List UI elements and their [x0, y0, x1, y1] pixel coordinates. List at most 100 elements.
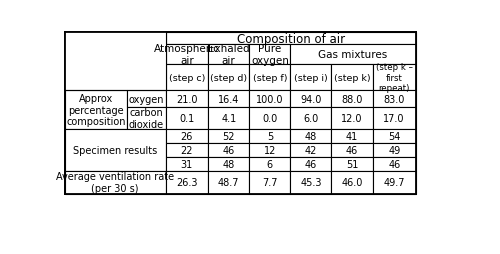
Bar — [166, 33, 416, 45]
Bar — [290, 65, 332, 91]
Text: 21.0: 21.0 — [176, 94, 198, 104]
Bar — [290, 171, 332, 194]
Text: (step c): (step c) — [168, 74, 205, 83]
Bar — [208, 91, 250, 108]
Text: 4.1: 4.1 — [221, 114, 236, 124]
Text: 42: 42 — [304, 145, 317, 155]
Text: 100.0: 100.0 — [256, 94, 283, 104]
Text: 41: 41 — [346, 131, 358, 141]
Bar — [372, 157, 416, 171]
Text: 0.1: 0.1 — [180, 114, 194, 124]
Bar — [372, 108, 416, 130]
Text: 46: 46 — [305, 159, 317, 169]
Text: carbon
dioxide: carbon dioxide — [128, 108, 164, 130]
Text: 49.7: 49.7 — [384, 177, 405, 187]
Text: Average ventilation rate
(per 30 s): Average ventilation rate (per 30 s) — [56, 172, 174, 193]
Text: 46: 46 — [388, 159, 400, 169]
Text: Approx
percentage
composition: Approx percentage composition — [66, 94, 126, 127]
Text: 46: 46 — [346, 145, 358, 155]
Text: 49: 49 — [388, 145, 400, 155]
Text: 12.0: 12.0 — [341, 114, 362, 124]
Text: 83.0: 83.0 — [384, 94, 405, 104]
Bar — [372, 65, 416, 91]
Text: Pure
oxygen: Pure oxygen — [251, 44, 289, 66]
Bar — [250, 45, 290, 65]
Bar — [250, 91, 290, 108]
Text: 94.0: 94.0 — [300, 94, 322, 104]
Text: Composition of air: Composition of air — [236, 33, 345, 45]
Text: 12: 12 — [264, 145, 276, 155]
Bar — [208, 45, 250, 65]
Bar — [290, 45, 416, 65]
Bar — [290, 108, 332, 130]
Text: 54: 54 — [388, 131, 400, 141]
Bar — [127, 108, 166, 130]
Bar — [166, 91, 208, 108]
Bar — [166, 45, 208, 65]
Bar — [250, 130, 290, 143]
Bar — [332, 91, 372, 108]
Bar — [166, 65, 208, 91]
Text: 31: 31 — [181, 159, 193, 169]
Bar — [290, 130, 332, 143]
Bar — [65, 171, 166, 194]
Text: (step k): (step k) — [334, 74, 370, 83]
Text: (step k –
first
repeat): (step k – first repeat) — [376, 63, 412, 93]
Bar — [208, 171, 250, 194]
Bar — [290, 91, 332, 108]
Bar — [372, 91, 416, 108]
Bar — [166, 130, 208, 143]
Text: (step d): (step d) — [210, 74, 248, 83]
Text: (step i): (step i) — [294, 74, 328, 83]
Text: (step f): (step f) — [252, 74, 287, 83]
Text: 48: 48 — [222, 159, 235, 169]
Bar — [127, 91, 166, 108]
Bar — [372, 143, 416, 157]
Bar — [65, 130, 166, 171]
Bar — [166, 171, 208, 194]
Bar — [208, 157, 250, 171]
Bar — [208, 130, 250, 143]
Bar — [166, 108, 208, 130]
Bar — [372, 130, 416, 143]
Text: 48.7: 48.7 — [218, 177, 240, 187]
Bar — [290, 143, 332, 157]
Text: oxygen: oxygen — [128, 94, 164, 104]
Text: 45.3: 45.3 — [300, 177, 322, 187]
Bar — [250, 108, 290, 130]
Text: 16.4: 16.4 — [218, 94, 240, 104]
Text: 46: 46 — [222, 145, 235, 155]
Bar — [250, 171, 290, 194]
Text: Specimen results: Specimen results — [73, 145, 158, 155]
Bar — [208, 65, 250, 91]
Bar — [208, 108, 250, 130]
Bar — [208, 143, 250, 157]
Bar — [372, 171, 416, 194]
Text: 5: 5 — [266, 131, 273, 141]
Text: 22: 22 — [180, 145, 193, 155]
Text: 48: 48 — [305, 131, 317, 141]
Bar — [332, 130, 372, 143]
Bar — [332, 157, 372, 171]
Text: Gas mixtures: Gas mixtures — [318, 50, 388, 60]
Bar — [250, 65, 290, 91]
Bar — [332, 143, 372, 157]
Text: 6.0: 6.0 — [304, 114, 318, 124]
Text: Atmospheric
air: Atmospheric air — [154, 44, 220, 66]
Bar — [166, 157, 208, 171]
Bar — [65, 33, 166, 91]
Bar — [332, 171, 372, 194]
Bar — [65, 91, 127, 130]
Bar — [290, 157, 332, 171]
Text: 7.7: 7.7 — [262, 177, 278, 187]
Bar — [250, 157, 290, 171]
Text: 51: 51 — [346, 159, 358, 169]
Text: 88.0: 88.0 — [342, 94, 362, 104]
Bar — [166, 143, 208, 157]
Bar — [65, 33, 416, 194]
Bar — [332, 108, 372, 130]
Text: 6: 6 — [267, 159, 273, 169]
Bar — [332, 65, 372, 91]
Text: 52: 52 — [222, 131, 235, 141]
Text: 46.0: 46.0 — [342, 177, 362, 187]
